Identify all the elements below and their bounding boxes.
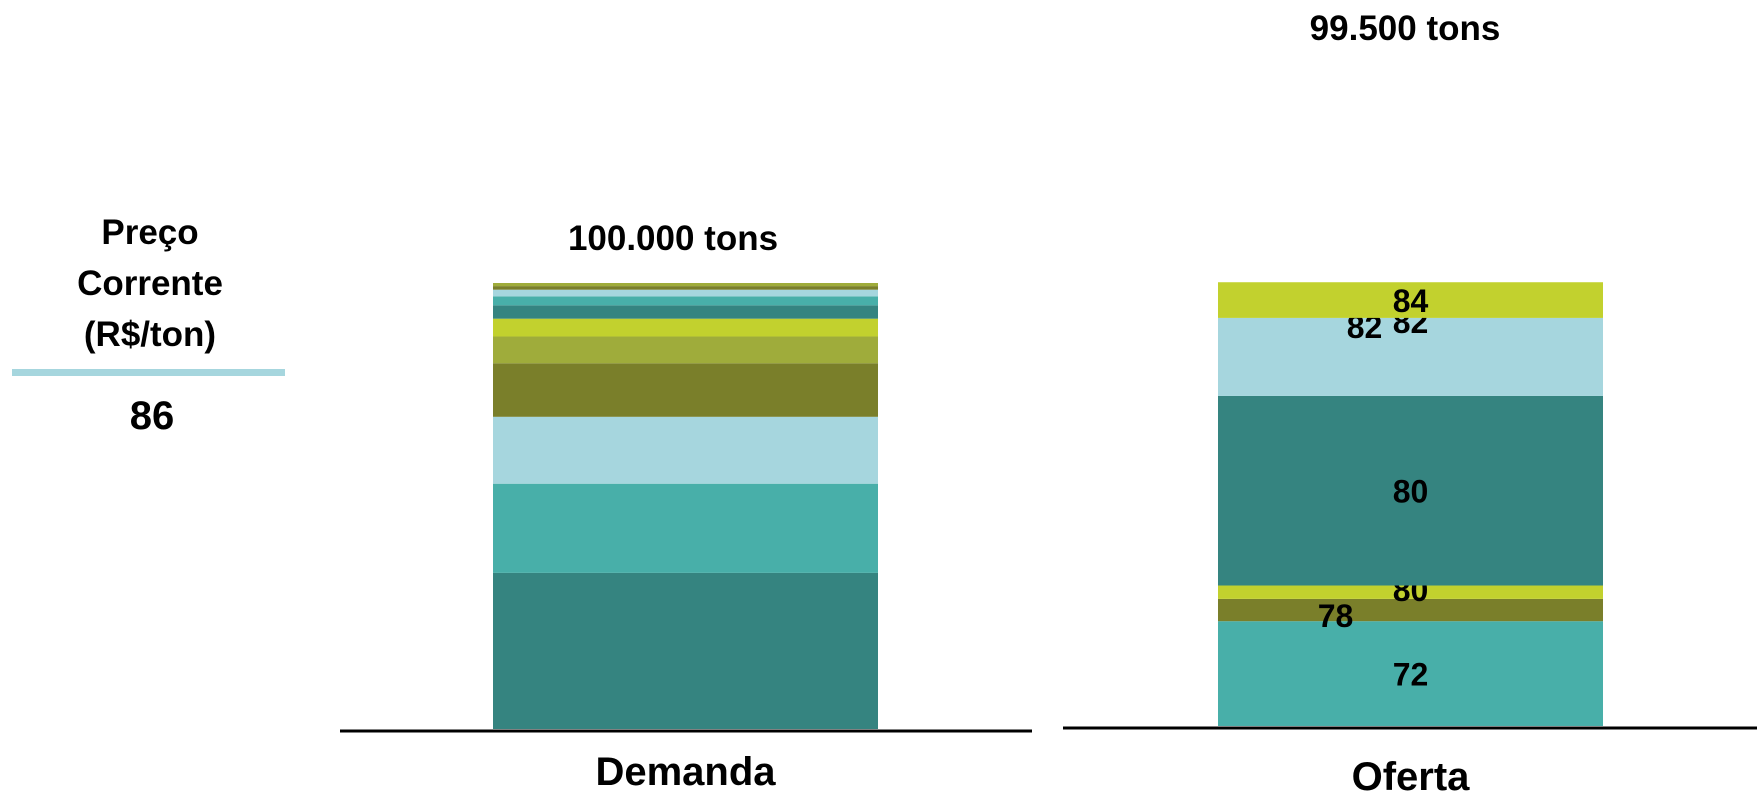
bar-segment <box>1218 598 1603 622</box>
bar-segment <box>493 296 878 306</box>
price-title-line-1: Preço <box>101 213 198 252</box>
bar-segment <box>1218 395 1603 586</box>
price-title-line-3: (R$/ton) <box>84 315 216 354</box>
bar-segment <box>493 363 878 417</box>
total-label: 100.000 tons <box>568 219 778 258</box>
bar-segment <box>1218 282 1603 318</box>
segment-label: 72 <box>1393 657 1429 693</box>
segment-label: 78 <box>1318 598 1354 634</box>
bar-segment <box>493 305 878 319</box>
bar-segment <box>493 318 878 337</box>
category-label: Oferta <box>1352 755 1471 794</box>
bar-segment <box>1218 585 1603 599</box>
bar-segment <box>493 283 878 287</box>
bar-segment <box>493 483 878 573</box>
bar-segment <box>493 286 878 290</box>
bar-segment <box>1218 621 1603 726</box>
price-value: 86 <box>130 394 175 438</box>
bar-segment <box>493 289 878 297</box>
segment-label: 80 <box>1393 474 1429 510</box>
price-divider <box>12 369 285 376</box>
bar-stack-0: Demanda 100.000 tons <box>340 219 1032 794</box>
price-title-line-2: Corrente <box>77 264 223 303</box>
bar-segment <box>493 572 878 729</box>
price-panel: Preço Corrente (R$/ton) 86 <box>12 213 285 438</box>
bar-segment <box>493 416 878 484</box>
category-label: Demanda <box>595 750 776 794</box>
segment-label: 84 <box>1393 283 1429 319</box>
total-label: 99.500 tons <box>1310 9 1501 48</box>
bar-segment <box>1218 317 1603 396</box>
bar-segment <box>493 336 878 364</box>
